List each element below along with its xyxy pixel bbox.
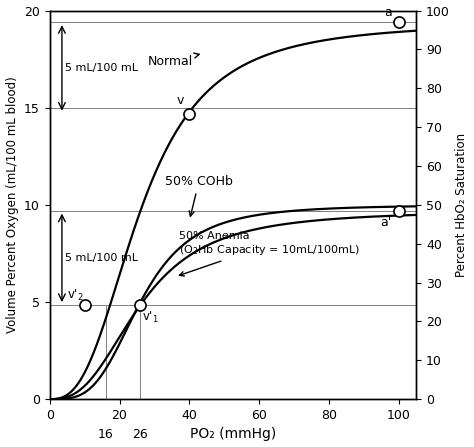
Y-axis label: Volume Percent Oxygen (mL/100 mL blood): Volume Percent Oxygen (mL/100 mL blood) — [6, 76, 18, 333]
Text: v: v — [177, 94, 184, 107]
Text: 5 mL/100 mL: 5 mL/100 mL — [65, 253, 138, 263]
Text: Normal: Normal — [147, 53, 199, 68]
Text: v'$_1$: v'$_1$ — [142, 309, 159, 325]
Text: 26: 26 — [133, 428, 148, 441]
Text: 50% COHb: 50% COHb — [165, 175, 233, 216]
X-axis label: PO₂ (mmHg): PO₂ (mmHg) — [190, 427, 276, 442]
Text: a': a' — [381, 216, 392, 229]
Y-axis label: Percent HbO₂ Saturation: Percent HbO₂ Saturation — [456, 133, 468, 277]
Text: a: a — [384, 6, 392, 19]
Text: 50% Anemia
(O$_2$Hb Capacity = 10mL/100mL): 50% Anemia (O$_2$Hb Capacity = 10mL/100m… — [179, 232, 360, 276]
Text: 16: 16 — [98, 428, 113, 441]
Text: v'$_2$: v'$_2$ — [67, 288, 83, 303]
Text: 5 mL/100 mL: 5 mL/100 mL — [65, 63, 138, 73]
